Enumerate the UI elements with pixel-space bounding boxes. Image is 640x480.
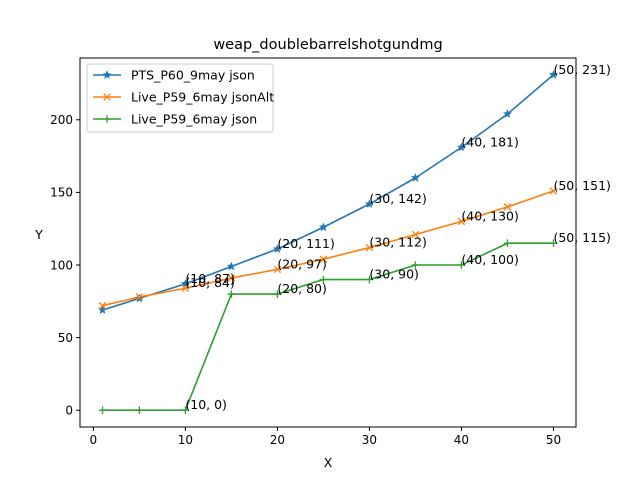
x-marker (181, 284, 190, 293)
x-marker (319, 255, 328, 263)
plus-marker (135, 406, 144, 415)
x-marker (273, 265, 282, 274)
plus-marker (319, 275, 328, 284)
point-annotation: (50, 151) (553, 178, 610, 193)
x-marker (227, 274, 236, 282)
star-marker (318, 222, 329, 232)
point-annotation: (40, 181) (461, 134, 518, 149)
point-annotation: (10, 87) (185, 271, 235, 286)
plus-marker (457, 261, 466, 269)
point-annotation: (30, 90) (369, 267, 419, 282)
x-marker (365, 243, 374, 252)
x-tick-label: 0 (90, 433, 98, 447)
y-tick-label: 200 (50, 113, 73, 127)
star-marker (364, 199, 375, 208)
legend-entry: PTS_P60_9may json (131, 68, 255, 83)
plus-marker (103, 115, 111, 123)
point-annotation: (20, 111) (277, 236, 334, 251)
x-marker (411, 230, 420, 239)
point-annotation: (20, 80) (277, 281, 327, 296)
point-annotation: (10, 0) (185, 397, 227, 412)
y-axis-label: Y (34, 227, 43, 242)
legend-box (86, 63, 274, 133)
x-marker (135, 293, 144, 301)
plus-marker (503, 239, 512, 248)
plus-marker (181, 406, 190, 415)
legend-entry: Live_P59_6may json (131, 112, 257, 127)
plus-marker (549, 239, 558, 248)
star-marker (456, 142, 467, 152)
y-tick-label: 100 (50, 258, 73, 272)
x-marker (103, 93, 111, 101)
x-marker (457, 217, 466, 226)
plus-marker (273, 290, 282, 298)
x-marker (549, 187, 558, 195)
y-tick-label: 0 (65, 404, 73, 418)
legend: PTS_P60_9may json Live_P59_6may jsonAlt Li… (86, 63, 274, 133)
point-annotation: (10, 84) (185, 275, 235, 290)
x-tick-label: 30 (362, 433, 377, 447)
star-marker (272, 244, 283, 253)
plot-frame (79, 57, 577, 428)
x-tick-label: 20 (270, 433, 285, 447)
chart-title: weap_doublebarrelshotgundmg (213, 37, 442, 53)
star-marker (410, 172, 421, 182)
x-tick-label: 10 (178, 433, 193, 447)
x-axis-label: X (324, 455, 333, 470)
plus-marker (98, 406, 107, 415)
plus-marker (365, 275, 374, 284)
star-marker (180, 278, 191, 288)
point-annotation: (50, 115) (553, 230, 610, 245)
star-marker (548, 69, 559, 79)
x-tick-label: 50 (546, 433, 561, 447)
plus-marker (227, 290, 236, 298)
point-annotation: (40, 100) (461, 252, 518, 267)
point-annotation: (30, 112) (369, 235, 426, 250)
legend-entry: Live_P59_6may jsonAlt (131, 90, 274, 105)
point-annotation: (40, 130) (461, 208, 518, 223)
plus-marker (411, 261, 420, 269)
series-markers (97, 69, 559, 415)
x-tick-label: 40 (454, 433, 469, 447)
star-marker (502, 109, 513, 118)
point-annotations: (10, 87) (20, 111) (30, 142) (40, 181) (50, … (185, 62, 611, 412)
point-annotation: (30, 142) (369, 191, 426, 206)
point-annotation: (20, 97) (277, 256, 327, 271)
point-annotation: (50, 231) (553, 62, 610, 77)
star-marker (226, 261, 237, 271)
x-marker (503, 203, 512, 211)
y-tick-label: 150 (50, 186, 73, 200)
axis-ticks: 0 10 20 30 40 50 0 50 100 150 200 (50, 113, 561, 447)
star-marker (102, 70, 112, 79)
star-marker (134, 293, 145, 303)
x-marker (98, 301, 107, 310)
y-tick-label: 50 (58, 331, 73, 345)
